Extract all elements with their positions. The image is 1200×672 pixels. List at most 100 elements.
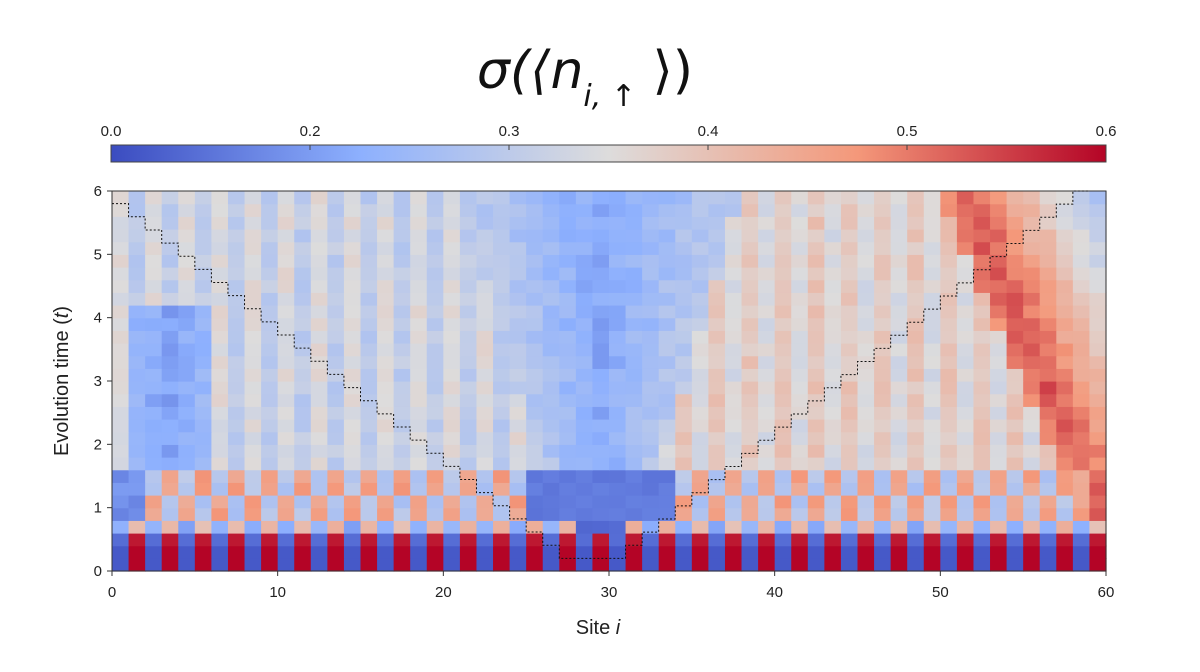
- heatmap-cell: [741, 444, 759, 458]
- heatmap-cell: [128, 533, 146, 547]
- heatmap-cell: [194, 279, 212, 293]
- heatmap-cell: [476, 267, 494, 281]
- heatmap-cell: [509, 520, 527, 534]
- heatmap-cell: [956, 533, 975, 547]
- heatmap-cell: [211, 368, 229, 382]
- heatmap-cell: [145, 520, 163, 534]
- heatmap-cell: [1072, 520, 1091, 534]
- heatmap-cell: [410, 533, 428, 547]
- heatmap-cell: [758, 495, 776, 509]
- heatmap-cell: [410, 431, 428, 445]
- heatmap-cell: [443, 558, 461, 572]
- heatmap-cell: [542, 431, 560, 445]
- heatmap-cell: [724, 368, 743, 382]
- heatmap-cell: [493, 229, 511, 243]
- heatmap-cell: [807, 507, 825, 521]
- heatmap-cell: [758, 545, 776, 559]
- heatmap-cell: [824, 545, 842, 559]
- heatmap-cell: [393, 254, 411, 268]
- heatmap-cell: [890, 216, 908, 230]
- heatmap-cell: [1006, 229, 1024, 243]
- heatmap-cell: [940, 558, 958, 572]
- heatmap-cell: [443, 330, 461, 344]
- heatmap-cell: [956, 482, 975, 496]
- heatmap-cell: [741, 355, 759, 369]
- heatmap-cell: [128, 254, 146, 268]
- heatmap-cell: [840, 495, 859, 509]
- heatmap-cell: [625, 419, 643, 433]
- heatmap-cell: [708, 355, 726, 369]
- heatmap-cell: [956, 305, 975, 319]
- heatmap-cell: [990, 317, 1008, 331]
- heatmap-cell: [211, 457, 229, 471]
- heatmap-cell: [675, 495, 693, 509]
- heatmap-cell: [807, 520, 825, 534]
- heatmap-cell: [526, 495, 544, 509]
- heatmap-cell: [923, 305, 941, 319]
- heatmap-cell: [244, 279, 262, 293]
- heatmap-cell: [675, 431, 693, 445]
- heatmap-cell: [990, 469, 1008, 483]
- heatmap-cell: [559, 533, 577, 547]
- heatmap-cell: [161, 381, 179, 395]
- heatmap-cell: [343, 317, 362, 331]
- heatmap-cell: [774, 191, 792, 205]
- heatmap-cell: [112, 229, 130, 243]
- heatmap-cell: [476, 419, 494, 433]
- heatmap-cell: [890, 355, 908, 369]
- heatmap-cell: [327, 507, 345, 521]
- heatmap-cell: [112, 431, 130, 445]
- heatmap-cell: [194, 520, 212, 534]
- heatmap-cell: [708, 507, 726, 521]
- heatmap-cell: [161, 330, 179, 344]
- heatmap-cell: [940, 279, 958, 293]
- heatmap-cell: [128, 317, 146, 331]
- heatmap-cell: [211, 305, 229, 319]
- heatmap-cell: [327, 482, 345, 496]
- heatmap-cell: [443, 216, 461, 230]
- heatmap-cell: [575, 457, 594, 471]
- heatmap-cell: [542, 406, 560, 420]
- heatmap-cell: [824, 254, 842, 268]
- heatmap-cell: [1056, 368, 1074, 382]
- heatmap-cell: [824, 279, 842, 293]
- heatmap-cell: [443, 381, 461, 395]
- heatmap-cell: [194, 558, 212, 572]
- heatmap-cell: [857, 381, 875, 395]
- heatmap-cell: [244, 533, 262, 547]
- heatmap-cell: [592, 507, 610, 521]
- heatmap-cell: [575, 216, 594, 230]
- heatmap-cell: [211, 520, 229, 534]
- heatmap-cell: [907, 431, 925, 445]
- heatmap-cell: [807, 469, 825, 483]
- heatmap-cell: [890, 241, 908, 255]
- heatmap-cell: [973, 368, 991, 382]
- heatmap-cell: [940, 431, 958, 445]
- heatmap-cell: [294, 406, 312, 420]
- heatmap-cell: [824, 267, 842, 281]
- heatmap-cell: [161, 355, 179, 369]
- heatmap-cell: [261, 305, 279, 319]
- heatmap-cell: [128, 507, 146, 521]
- heatmap-cell: [774, 381, 792, 395]
- heatmap-cell: [128, 469, 146, 483]
- heatmap-cell: [824, 191, 842, 205]
- heatmap-cell: [559, 419, 577, 433]
- heatmap-cell: [112, 545, 130, 559]
- heatmap-cell: [509, 419, 527, 433]
- heatmap-cell: [807, 305, 825, 319]
- heatmap-cell: [575, 381, 594, 395]
- heatmap-cell: [360, 381, 378, 395]
- heatmap-cell: [824, 393, 842, 407]
- heatmap-cell: [161, 393, 179, 407]
- heatmap-cell: [294, 229, 312, 243]
- heatmap-cell: [990, 393, 1008, 407]
- heatmap-cell: [112, 482, 130, 496]
- heatmap-cell: [310, 317, 328, 331]
- heatmap-cell: [940, 267, 958, 281]
- heatmap-cell: [310, 444, 328, 458]
- heatmap-cell: [161, 317, 179, 331]
- heatmap-cell: [476, 393, 494, 407]
- heatmap-cell: [227, 330, 246, 344]
- heatmap-cell: [112, 343, 130, 357]
